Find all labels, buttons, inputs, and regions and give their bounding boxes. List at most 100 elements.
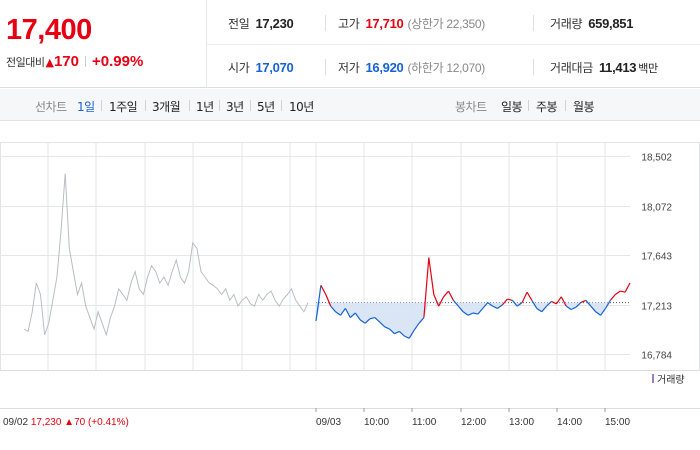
volume: 거래량 659,851 xyxy=(550,16,634,31)
tab-daily-candle[interactable]: 일봉 xyxy=(501,100,523,114)
price-segment-down xyxy=(335,311,341,316)
x-tick-label: 12:00 xyxy=(461,417,486,428)
price-segment-down xyxy=(585,299,592,307)
price-segment-down xyxy=(482,302,489,309)
prev-day-line xyxy=(23,173,309,337)
price-segment-down xyxy=(487,302,493,307)
price-segment-down xyxy=(511,299,518,307)
price-segment-down xyxy=(477,308,484,315)
price-segment-up xyxy=(580,299,587,304)
price-chart[interactable]: 16,784 17,213 17,643 18,072 18,502 거래량 09/02 1… xyxy=(0,122,700,450)
price-segment-up xyxy=(551,300,557,305)
price-segment-up xyxy=(447,290,454,301)
price-segment-down xyxy=(359,319,366,324)
price-segment-down xyxy=(379,321,386,328)
price-segment-up xyxy=(507,298,513,301)
y-tick-label: 17,213 xyxy=(641,302,672,313)
price-segment-up xyxy=(521,291,528,303)
price-segment-down xyxy=(349,312,356,319)
change-row: 전일대비▲170 +0.99% xyxy=(6,53,143,70)
tab-1year[interactable]: 1년 xyxy=(196,100,214,114)
price-segment-down xyxy=(531,299,538,309)
price-segment-down xyxy=(595,311,601,316)
tab-weekly-candle[interactable]: 주봉 xyxy=(536,100,558,114)
volume-legend-label: 거래량 xyxy=(657,374,685,386)
tab-3year[interactable]: 3년 xyxy=(226,100,244,114)
x-tick-label: 13:00 xyxy=(509,417,534,428)
price-segment-down xyxy=(604,299,611,309)
y-tick-label: 18,072 xyxy=(641,203,672,214)
tab-1week[interactable]: 1주일 xyxy=(109,100,138,114)
price-segment-up xyxy=(438,296,445,307)
x-tick-label: 10:00 xyxy=(364,417,389,428)
tab-monthly-candle[interactable]: 월봉 xyxy=(573,100,595,114)
price-segment-down xyxy=(384,326,390,330)
divider xyxy=(219,100,220,111)
price-segment-down xyxy=(364,318,371,324)
tab-5year[interactable]: 5년 xyxy=(257,100,275,114)
divider xyxy=(565,100,566,111)
price-segment-down xyxy=(315,285,322,322)
price-segment-down xyxy=(394,330,400,335)
reference-label: 09/02 17,230 ▲70 (+0.41%) xyxy=(3,417,129,428)
y-tick-label: 17,643 xyxy=(641,252,672,263)
price-segment-down xyxy=(546,300,552,307)
price-segment-down xyxy=(590,305,597,313)
chart-period-tabs: 선차트 1일 1주일 3개월 1년 3년 5년 10년 봉차트 일봉 주봉 월봉 xyxy=(0,89,700,121)
price-segment-up xyxy=(320,285,327,295)
divider xyxy=(533,15,534,31)
divider xyxy=(207,44,700,45)
price-panel: 17,400 전일대비▲170 +0.99% xyxy=(0,0,207,88)
tab-10year[interactable]: 10년 xyxy=(289,100,314,114)
price-segment-up xyxy=(526,291,533,301)
price-segment-down xyxy=(536,307,543,313)
price-segment-down xyxy=(418,317,425,324)
price-segment-down xyxy=(389,328,395,335)
price-segment-down xyxy=(369,317,376,320)
price-segment-down xyxy=(398,330,405,337)
price-segment-down xyxy=(497,304,503,309)
price-segment-down xyxy=(541,305,548,313)
trade-amount: 거래대금 11,413 백만 xyxy=(550,60,658,75)
price-segment-down xyxy=(457,305,464,313)
price-segment-down xyxy=(492,305,498,309)
price-segment-down xyxy=(600,308,606,316)
plot-frame xyxy=(0,142,700,371)
quote-summary: 17,400 전일대비▲170 +0.99% 전일 17,230 고가 17,710(… xyxy=(0,0,700,88)
tab-3month[interactable]: 3개월 xyxy=(152,100,181,114)
x-tick-label: 11:00 xyxy=(412,417,437,428)
price-segment-up xyxy=(555,296,562,305)
price-segment-down xyxy=(374,317,381,323)
price-segment-up xyxy=(609,294,616,301)
x-tick-label: 15:00 xyxy=(605,417,630,428)
price-segment-up xyxy=(443,290,449,298)
change-value: 170 xyxy=(53,53,79,70)
x-tick-label: 14:00 xyxy=(557,417,582,428)
divider xyxy=(145,100,146,111)
price-segment-up xyxy=(560,296,567,307)
tab-1day[interactable]: 1일 xyxy=(77,100,95,114)
price-segment-down xyxy=(570,306,577,311)
current-price: 17,400 xyxy=(6,14,92,46)
price-segment-up xyxy=(620,290,626,293)
y-tick-label: 16,784 xyxy=(641,351,672,362)
price-segment-down xyxy=(340,308,346,316)
divider xyxy=(250,100,251,111)
divider xyxy=(528,100,529,111)
price-segment-down xyxy=(575,302,582,308)
price-segment-down xyxy=(330,305,337,313)
change-label: 전일대비 xyxy=(6,56,45,69)
high-price: 고가 17,710 (상한가 22,350) xyxy=(338,16,486,31)
price-segment-down xyxy=(354,312,361,321)
line-chart-title: 선차트 xyxy=(35,100,67,114)
y-tick-label: 18,502 xyxy=(641,153,672,164)
price-segment-down xyxy=(516,302,523,307)
up-arrow-icon: ▲ xyxy=(45,56,54,69)
price-segment-up xyxy=(433,294,440,307)
divider xyxy=(189,100,190,111)
divider xyxy=(101,100,102,111)
price-segment-down xyxy=(462,311,469,316)
price-segment-up xyxy=(501,298,508,306)
price-segment-down xyxy=(344,308,351,318)
divider xyxy=(533,59,534,75)
